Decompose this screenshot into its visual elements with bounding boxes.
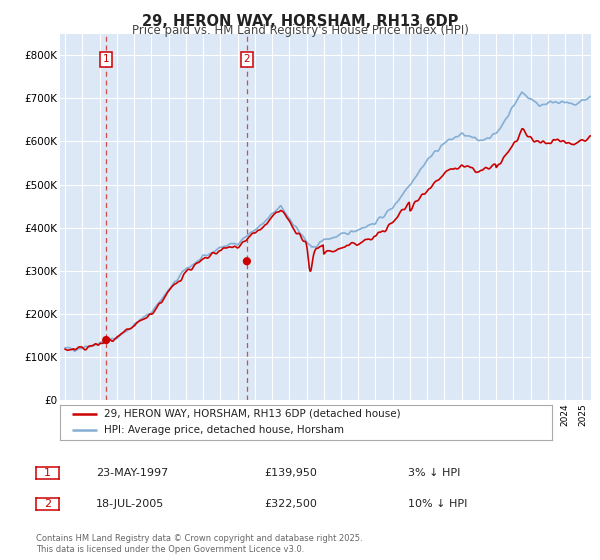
- Point: [101, 335, 111, 344]
- Text: 18-JUL-2005: 18-JUL-2005: [96, 499, 164, 509]
- Text: £322,500: £322,500: [264, 499, 317, 509]
- Text: Price paid vs. HM Land Registry's House Price Index (HPI): Price paid vs. HM Land Registry's House …: [131, 24, 469, 36]
- Text: HPI: Average price, detached house, Horsham: HPI: Average price, detached house, Hors…: [104, 425, 344, 435]
- Text: 2: 2: [44, 499, 51, 509]
- Text: 2: 2: [244, 54, 250, 64]
- Text: Contains HM Land Registry data © Crown copyright and database right 2025.: Contains HM Land Registry data © Crown c…: [36, 534, 362, 543]
- Text: This data is licensed under the Open Government Licence v3.0.: This data is licensed under the Open Gov…: [36, 545, 304, 554]
- Text: 3% ↓ HPI: 3% ↓ HPI: [408, 468, 460, 478]
- Text: 23-MAY-1997: 23-MAY-1997: [96, 468, 168, 478]
- Text: £139,950: £139,950: [264, 468, 317, 478]
- Point: [242, 256, 251, 265]
- Text: 1: 1: [103, 54, 110, 64]
- Text: 29, HERON WAY, HORSHAM, RH13 6DP (detached house): 29, HERON WAY, HORSHAM, RH13 6DP (detach…: [104, 409, 401, 418]
- Text: 1: 1: [44, 468, 51, 478]
- Text: 10% ↓ HPI: 10% ↓ HPI: [408, 499, 467, 509]
- Text: 29, HERON WAY, HORSHAM, RH13 6DP: 29, HERON WAY, HORSHAM, RH13 6DP: [142, 14, 458, 29]
